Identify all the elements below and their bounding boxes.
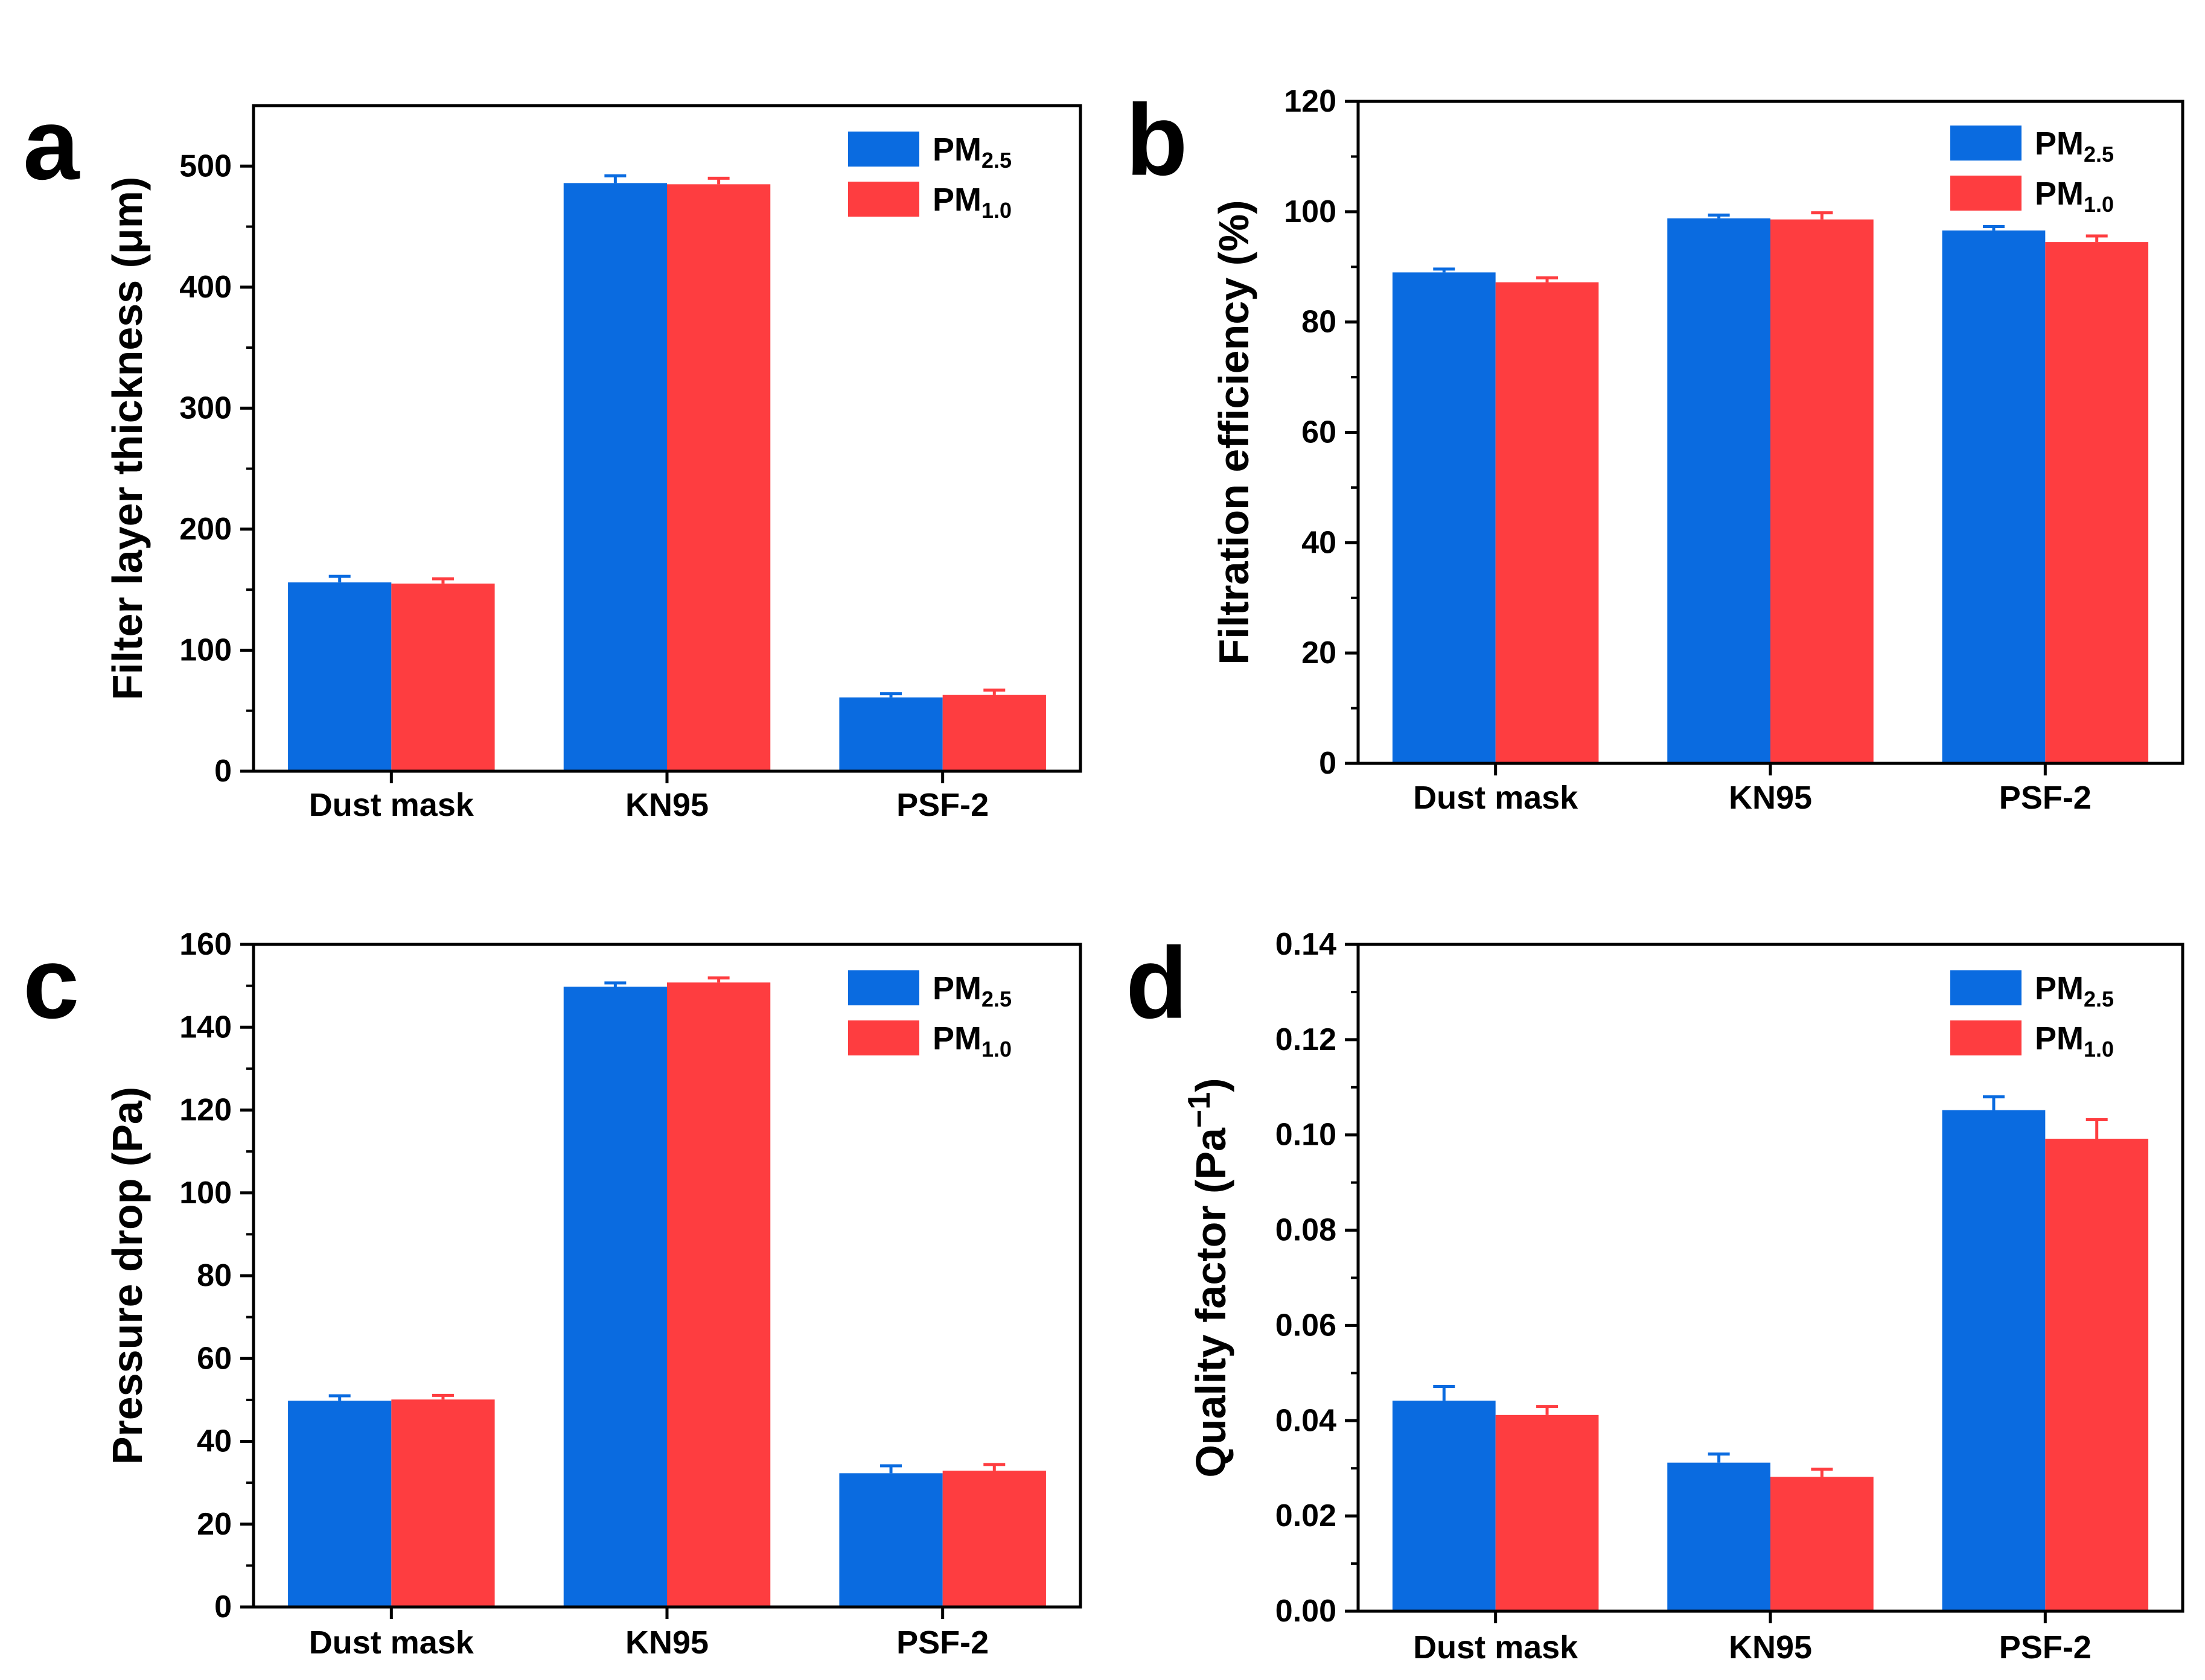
bar-pm25-0 — [1392, 272, 1496, 763]
x-category-label: Dust mask — [309, 787, 474, 823]
y-tick-label: 80 — [1301, 305, 1336, 340]
bar-pm10-0 — [391, 584, 495, 771]
bar-pm10-1 — [667, 982, 771, 1607]
x-category-label: PSF-2 — [1999, 1629, 2092, 1666]
legend-label: PM1.0 — [933, 182, 1012, 223]
y-tick-label: 20 — [1301, 635, 1336, 670]
legend-label: PM2.5 — [933, 970, 1012, 1011]
x-category-label: PSF-2 — [896, 1624, 989, 1661]
bar-pm25-1 — [563, 986, 667, 1607]
y-tick-label: 160 — [179, 927, 232, 962]
y-tick-label: 0.00 — [1275, 1594, 1336, 1629]
legend-swatch-pm25 — [1950, 126, 2022, 161]
y-tick-label: 120 — [179, 1093, 232, 1128]
y-tick-label: 0 — [1319, 746, 1336, 781]
y-tick-label: 140 — [179, 1010, 232, 1045]
legend: PM2.5 PM1.0 — [1950, 970, 2114, 1061]
y-axis-title: Filtration efficiency (%) — [1210, 200, 1257, 664]
y-tick-label: 60 — [1301, 415, 1336, 450]
legend-label: PM1.0 — [2035, 176, 2114, 217]
chart-panel-d: d 0.00 0.02 0.04 0.06 0.08 0.10 0.12 0.14 Dust ma… — [1126, 926, 2184, 1666]
panel-label: a — [23, 88, 80, 201]
legend: PM2.5 PM1.0 — [1950, 126, 2114, 217]
y-tick-label: 200 — [179, 512, 232, 547]
bar-pm25-2 — [839, 1473, 943, 1607]
bar-pm10-0 — [1495, 1414, 1599, 1611]
y-tick-label: 60 — [197, 1341, 232, 1376]
bar-pm25-0 — [288, 582, 392, 771]
y-tick-label: 0.08 — [1275, 1213, 1336, 1248]
legend-label: PM1.0 — [2035, 1020, 2114, 1061]
legend-swatch-pm25 — [848, 970, 919, 1005]
bar-pm25-1 — [563, 183, 667, 771]
y-tick-label: 40 — [197, 1424, 232, 1459]
y-tick-label: 300 — [179, 390, 232, 425]
x-category-label: KN95 — [625, 1624, 709, 1661]
bar-pm25-1 — [1667, 1462, 1770, 1611]
y-tick-label: 0.02 — [1275, 1498, 1336, 1533]
y-tick-label: 400 — [179, 270, 232, 305]
legend-label: PM1.0 — [933, 1020, 1012, 1061]
chart-panel-a: a 0 100 200 300 400 500 Dust mask KN95 PSF-2 Filte… — [23, 88, 1082, 823]
y-tick-label: 0.12 — [1275, 1022, 1336, 1057]
legend-label: PM2.5 — [933, 132, 1012, 173]
panel-label: d — [1126, 926, 1188, 1040]
legend: PM2.5 PM1.0 — [848, 970, 1012, 1061]
y-tick-label: 100 — [179, 1176, 232, 1211]
bar-pm10-2 — [942, 695, 1046, 771]
y-tick-label: 0 — [214, 754, 232, 789]
x-category-label: PSF-2 — [896, 787, 989, 823]
y-tick-label: 500 — [179, 148, 232, 183]
y-tick-label: 0.04 — [1275, 1403, 1336, 1438]
chart-panel-c: c 0 20 40 60 80 100 120 140 160 Dust mask KN95 PSF-2… — [23, 926, 1082, 1661]
y-tick-label: 80 — [197, 1258, 232, 1293]
bar-pm25-1 — [1667, 218, 1770, 763]
y-tick-label: 0.14 — [1275, 927, 1336, 962]
x-category-label: Dust mask — [1413, 1629, 1578, 1666]
x-category-label: Dust mask — [1413, 780, 1578, 816]
y-tick-label: 100 — [179, 632, 232, 667]
bar-pm10-1 — [667, 184, 771, 771]
y-tick-label: 0.06 — [1275, 1308, 1336, 1343]
legend-swatch-pm25 — [1950, 970, 2022, 1005]
y-tick-label: 40 — [1301, 525, 1336, 560]
bar-pm10-0 — [1495, 282, 1599, 763]
bar-pm10-2 — [2045, 1139, 2149, 1611]
bar-pm10-1 — [1770, 1477, 1874, 1611]
legend: PM2.5 PM1.0 — [848, 132, 1012, 223]
x-category-label: PSF-2 — [1999, 780, 2092, 816]
bar-pm10-0 — [391, 1399, 495, 1607]
x-category-label: KN95 — [625, 787, 709, 823]
x-category-label: KN95 — [1729, 1629, 1812, 1666]
x-category-label: KN95 — [1729, 780, 1812, 816]
legend-swatch-pm10 — [848, 1020, 919, 1055]
panel-label: c — [23, 926, 79, 1040]
legend-label: PM2.5 — [2035, 126, 2114, 167]
panel-label: b — [1126, 83, 1188, 197]
legend-swatch-pm25 — [848, 132, 919, 167]
y-tick-label: 20 — [197, 1507, 232, 1542]
y-axis-title: Filter layer thickness (μm) — [104, 177, 151, 701]
chart-panel-b: b 0 20 40 60 80 100 120 Dust mask KN95 PSF-2 Filtra… — [1126, 83, 2184, 816]
legend-label: PM2.5 — [2035, 970, 2114, 1011]
bar-pm10-2 — [942, 1471, 1046, 1607]
legend-swatch-pm10 — [1950, 1020, 2022, 1055]
y-axis-title: Quality factor (Pa−1) — [1182, 1078, 1234, 1477]
bar-pm25-2 — [839, 697, 943, 771]
y-axis-title: Pressure drop (Pa) — [104, 1087, 151, 1465]
bar-pm25-0 — [1392, 1401, 1496, 1611]
y-tick-label: 100 — [1284, 194, 1336, 229]
y-tick-label: 120 — [1284, 84, 1336, 119]
y-tick-label: 0.10 — [1275, 1118, 1336, 1153]
x-category-label: Dust mask — [309, 1624, 474, 1661]
legend-swatch-pm10 — [1950, 176, 2022, 211]
bar-pm10-1 — [1770, 219, 1874, 763]
legend-swatch-pm10 — [848, 182, 919, 217]
y-tick-label: 0 — [214, 1589, 232, 1624]
bar-pm10-2 — [2045, 242, 2149, 763]
bar-pm25-2 — [1942, 230, 2046, 763]
bar-pm25-2 — [1942, 1110, 2046, 1611]
bar-pm25-0 — [288, 1401, 392, 1607]
